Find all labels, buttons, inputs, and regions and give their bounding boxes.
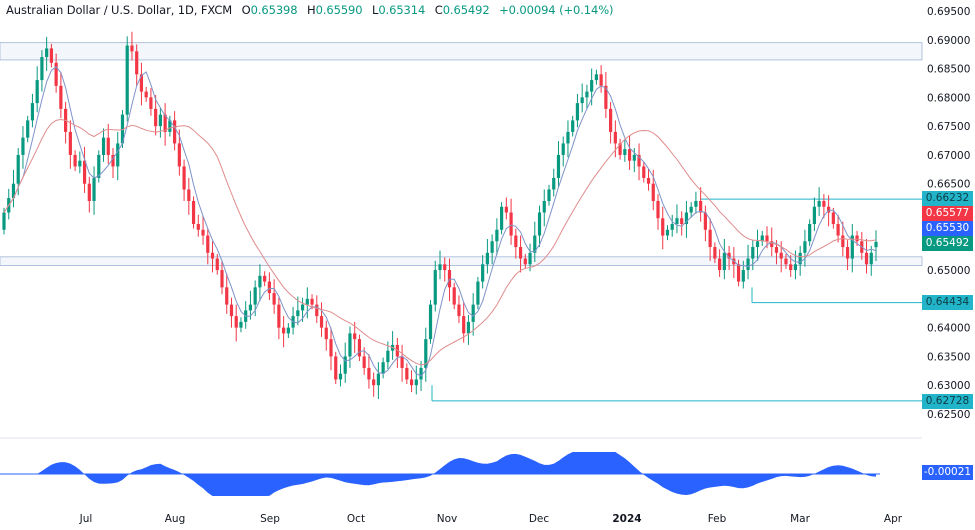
price-tick: 0.62500 [927, 409, 970, 421]
close-value: 0.65492 [442, 3, 490, 17]
change-value: +0.00094 (+0.14%) [499, 3, 614, 17]
fast-ma-line [3, 66, 877, 377]
low-level-tag: 0.62728 [922, 394, 973, 409]
resistance-zone [0, 42, 923, 61]
time-tick: Feb [708, 513, 727, 525]
time-tick: 2024 [612, 513, 641, 525]
support-zone [0, 256, 923, 266]
candles [2, 31, 878, 400]
resistance-level-tag: 0.66232 [922, 191, 973, 206]
time-tick: Aug [165, 513, 186, 525]
high-value: 0.65590 [315, 3, 363, 17]
price-tick: 0.63000 [927, 380, 970, 392]
price-tick: 0.67500 [927, 121, 970, 133]
time-tick: Sep [260, 513, 280, 525]
oscillator-value: -0.00021 [923, 466, 972, 478]
time-tick: Nov [437, 513, 458, 525]
low-value: 0.65314 [378, 3, 426, 17]
chart-legend: Australian Dollar / U.S. Dollar, 1D, FXC… [6, 3, 614, 17]
open-value: 0.65398 [250, 3, 298, 17]
slow-ma-line [3, 118, 877, 366]
price-axis[interactable]: 0.69500 0.69000 0.68500 0.68000 0.67500 0.670… [927, 6, 970, 421]
fast-ma-tag: 0.65530 [922, 221, 973, 236]
oscillator-value-tag: -0.00021 [922, 465, 973, 480]
time-axis[interactable]: Jul Aug Sep Oct Nov Dec 2024 Feb Mar Apr [79, 513, 903, 525]
horizontal-levels [0, 42, 923, 402]
time-tick: Dec [529, 513, 550, 525]
time-tick: Mar [790, 513, 810, 525]
open-label: O [241, 3, 251, 17]
price-tick: 0.68500 [927, 64, 970, 76]
price-tick: 0.68000 [927, 92, 970, 104]
time-tick: Oct [347, 513, 365, 525]
price-tick: 0.69500 [927, 6, 970, 18]
price-tick: 0.63500 [927, 351, 970, 363]
price-tick: 0.69000 [927, 35, 970, 47]
slow-ma-tag: 0.65577 [922, 206, 973, 221]
low-label: L [372, 3, 379, 17]
close-label: C [434, 3, 443, 17]
support-level-tag: 0.64434 [922, 295, 973, 310]
last-price-tag: 0.65492 [922, 236, 973, 251]
price-tick: 0.64000 [927, 323, 970, 335]
symbol-title: Australian Dollar / U.S. Dollar, 1D, FXC… [6, 3, 233, 17]
moving-averages [3, 66, 877, 377]
time-tick: Apr [884, 513, 903, 525]
time-tick: Jul [79, 513, 93, 525]
price-tick: 0.67000 [927, 150, 970, 162]
price-tick: 0.66500 [927, 179, 970, 191]
price-tick: 0.65000 [927, 265, 970, 277]
oscillator-pane [0, 452, 880, 496]
high-label: H [307, 3, 316, 17]
